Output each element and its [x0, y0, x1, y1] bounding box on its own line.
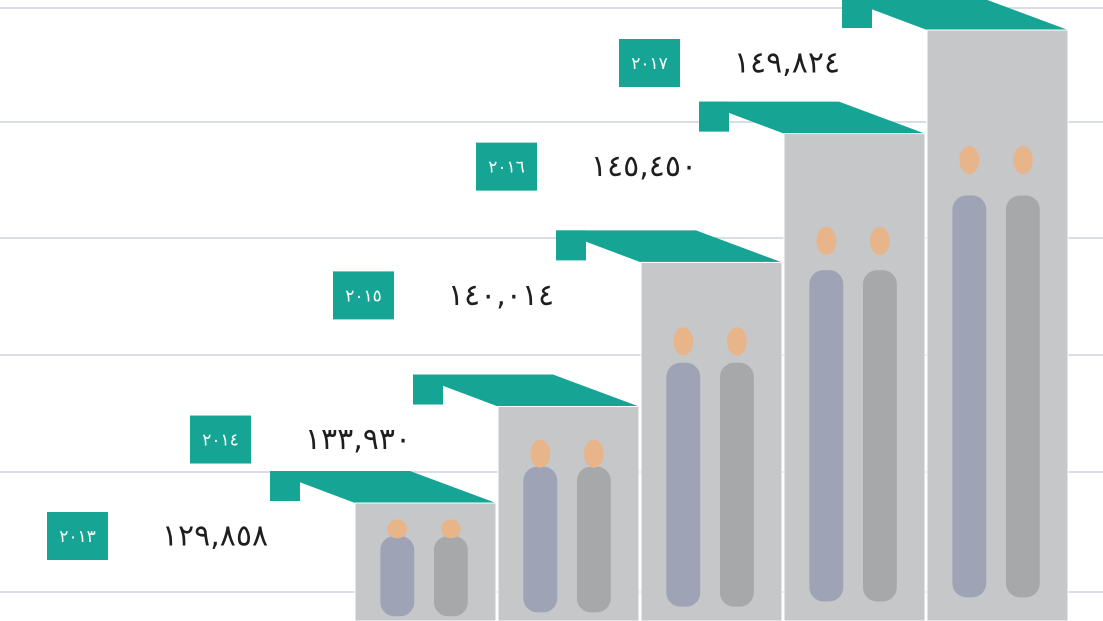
value-label: ١٤٠,٠١٤	[448, 278, 554, 313]
stair-top	[556, 230, 782, 262]
figure-head	[673, 327, 693, 355]
figure-body	[523, 467, 557, 613]
figure-head	[387, 520, 407, 539]
value-label: ١٤٥,٤٥٠	[591, 149, 697, 184]
figure-body	[809, 270, 843, 601]
year-label: ٢٠١٥	[345, 286, 382, 306]
chart: ٢٠١٧ ١٤٩,٨٢٤ ٢٠١٦ ١٤٥,٤٥٠ ٢٠١٥ ١٤٠,٠١٤ ٢٠١٤ ١٣٣…	[0, 0, 1103, 621]
bar	[498, 407, 639, 621]
figure-head	[530, 440, 550, 468]
year-label: ٢٠١٣	[59, 527, 96, 547]
figure-body	[380, 536, 414, 616]
value-label: ١٣٣,٩٣٠	[305, 422, 411, 457]
figure-head	[441, 520, 461, 539]
value-label: ١٢٩,٨٥٨	[162, 519, 268, 554]
figure-head	[959, 146, 979, 174]
figure-body	[434, 536, 468, 616]
stair-top	[270, 471, 496, 503]
figure-body	[1006, 195, 1040, 597]
year-label: ٢٠١٦	[488, 158, 525, 178]
bar	[641, 262, 782, 621]
figure-head	[1013, 146, 1033, 174]
bar	[927, 30, 1068, 621]
figure-head	[584, 440, 604, 468]
stair-top	[842, 0, 1068, 30]
figure-body	[577, 467, 611, 613]
bar	[355, 503, 496, 621]
figure-body	[720, 363, 754, 607]
figure-body	[666, 363, 700, 607]
figure-body	[952, 195, 986, 597]
stair-top	[699, 102, 925, 134]
figure-head	[870, 227, 890, 255]
bar	[784, 134, 925, 621]
year-label: ٢٠١٧	[631, 54, 668, 74]
figure-head	[816, 227, 836, 255]
value-label: ١٤٩,٨٢٤	[734, 46, 840, 81]
stair-top	[413, 375, 639, 407]
figure-body	[863, 270, 897, 601]
year-label: ٢٠١٤	[202, 431, 239, 451]
figure-head	[727, 327, 747, 355]
